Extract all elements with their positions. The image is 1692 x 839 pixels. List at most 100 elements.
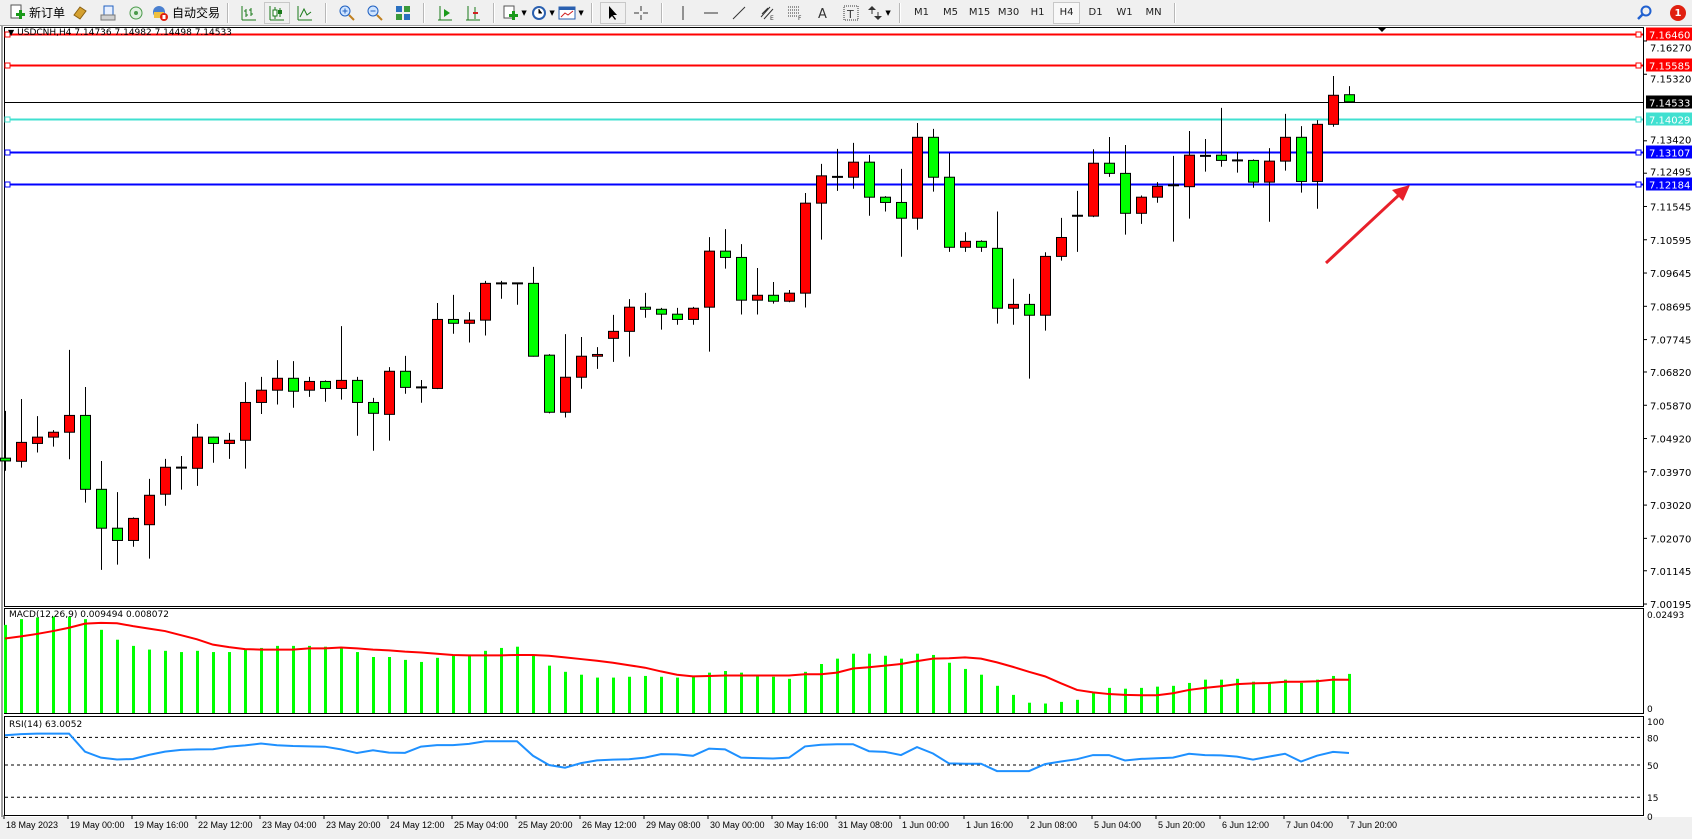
- candlestick-chart-button[interactable]: [264, 1, 291, 24]
- periods-button[interactable]: ▼: [530, 2, 556, 24]
- macd-histogram-bar: [340, 647, 343, 713]
- text-label-button[interactable]: T: [838, 2, 864, 24]
- crosshair-button[interactable]: [628, 2, 654, 24]
- timeframe-h1[interactable]: H1: [1030, 7, 1045, 18]
- candle-body: [624, 306, 635, 332]
- line-handle-left[interactable]: [4, 62, 11, 69]
- zoom-in-button[interactable]: [334, 2, 360, 24]
- horizontal-line-button[interactable]: [698, 2, 724, 24]
- candle-body: [768, 294, 779, 302]
- timeframe-m1[interactable]: M1: [914, 7, 930, 18]
- timeframe-m5[interactable]: M5: [943, 7, 959, 18]
- templates-button[interactable]: ▼: [558, 2, 584, 24]
- navigator-button[interactable]: [123, 2, 149, 24]
- time-label: 7 Jun 04:00: [1286, 820, 1333, 830]
- candle-body: [960, 240, 971, 248]
- candle-body: [192, 436, 203, 469]
- line-handle-right[interactable]: [1635, 149, 1642, 156]
- macd-histogram-bar: [516, 646, 519, 713]
- macd-histogram-bar: [836, 658, 839, 713]
- time-label: 23 May 04:00: [262, 820, 317, 830]
- line-handle-left[interactable]: [4, 116, 11, 123]
- candle: [384, 367, 395, 441]
- market-watch-button[interactable]: [67, 2, 93, 24]
- candle: [416, 380, 427, 403]
- chart-shift-marker[interactable]: [1377, 27, 1387, 32]
- auto-trading-label: 自动交易: [172, 6, 221, 20]
- auto-trading-button[interactable]: 自动交易: [151, 2, 220, 24]
- data-window-icon: [100, 5, 116, 20]
- auto-scroll-button[interactable]: [432, 2, 458, 24]
- macd-histogram-bar: [436, 657, 439, 713]
- timeframe-h4[interactable]: H4: [1053, 1, 1081, 24]
- macd-histogram-bar: [1220, 679, 1223, 713]
- chart-shift-button[interactable]: [460, 2, 486, 24]
- search-button[interactable]: [1631, 2, 1657, 24]
- arrows-button[interactable]: ▼: [866, 2, 892, 24]
- macd-histogram-bar: [820, 664, 823, 713]
- candle-body: [80, 414, 91, 490]
- candle: [928, 128, 939, 192]
- gold-bar-icon: [73, 5, 87, 20]
- candle: [1072, 190, 1083, 252]
- macd-histogram-bar: [1268, 682, 1271, 713]
- timeframe-w1[interactable]: W1: [1116, 7, 1133, 18]
- candle-body: [944, 176, 955, 248]
- equidistant-channel-button[interactable]: E: [754, 2, 780, 24]
- macd-histogram-bar: [884, 655, 887, 713]
- line-chart-button[interactable]: [292, 2, 318, 24]
- macd-histogram-bar: [644, 675, 647, 713]
- candle: [176, 456, 187, 490]
- line-handle-right[interactable]: [1635, 181, 1642, 188]
- timeframe-m30[interactable]: M30: [997, 7, 1020, 18]
- timeframe-d1[interactable]: D1: [1088, 7, 1103, 18]
- macd-histogram-bar: [1012, 694, 1015, 713]
- timeframe-m15[interactable]: M15: [968, 7, 991, 18]
- candle-body: [864, 161, 875, 198]
- line-handle-right[interactable]: [1635, 31, 1642, 38]
- macd-histogram-bar: [948, 662, 951, 713]
- fibonacci-button[interactable]: F: [782, 2, 808, 24]
- macd-histogram-bar: [676, 677, 679, 713]
- zoom-out-button[interactable]: [362, 2, 388, 24]
- line-handle-left[interactable]: [4, 31, 11, 38]
- candle-body: [1280, 136, 1291, 162]
- rsi-label: RSI(14) 63.0052: [9, 720, 83, 730]
- timeframe-mn[interactable]: MN: [1145, 7, 1162, 18]
- line-handle-right[interactable]: [1635, 116, 1642, 123]
- time-label: 1 Jun 16:00: [966, 820, 1013, 830]
- candle-body: [608, 330, 619, 339]
- line-chart-icon: [297, 5, 313, 20]
- cursor-button[interactable]: [600, 1, 627, 24]
- candle-body: [816, 175, 827, 204]
- legend-symbol: USDCNH,H4: [17, 28, 72, 38]
- collapse-triangle-icon[interactable]: ▼: [8, 28, 15, 37]
- data-window-button[interactable]: [95, 2, 121, 24]
- macd-histogram-bar: [692, 676, 695, 713]
- vertical-line-button[interactable]: [670, 2, 696, 24]
- notification-badge[interactable]: 1: [1670, 5, 1686, 21]
- macd-histogram-bar: [116, 639, 119, 713]
- indicators-button[interactable]: ▼: [502, 2, 528, 24]
- macd-histogram-bar: [1092, 692, 1095, 713]
- text-button[interactable]: A: [810, 2, 836, 24]
- separator: [493, 2, 496, 23]
- legend-open: 7.14736: [74, 28, 112, 38]
- candle: [1136, 195, 1147, 224]
- candle: [992, 211, 1003, 324]
- trendline-button[interactable]: [726, 2, 752, 24]
- bar-chart-button[interactable]: [236, 2, 262, 24]
- candle: [256, 376, 267, 415]
- line-handle-right[interactable]: [1635, 62, 1642, 69]
- candle: [64, 349, 75, 460]
- macd-histogram-bar: [1028, 702, 1031, 713]
- tile-windows-button[interactable]: [390, 2, 416, 24]
- candle: [16, 398, 27, 468]
- line-handle-left[interactable]: [4, 149, 11, 156]
- candle: [368, 397, 379, 451]
- new-order-button[interactable]: 新订单: [10, 2, 65, 24]
- line-handle-left[interactable]: [4, 181, 11, 188]
- macd-histogram-bar: [1316, 679, 1319, 713]
- candle: [432, 302, 443, 390]
